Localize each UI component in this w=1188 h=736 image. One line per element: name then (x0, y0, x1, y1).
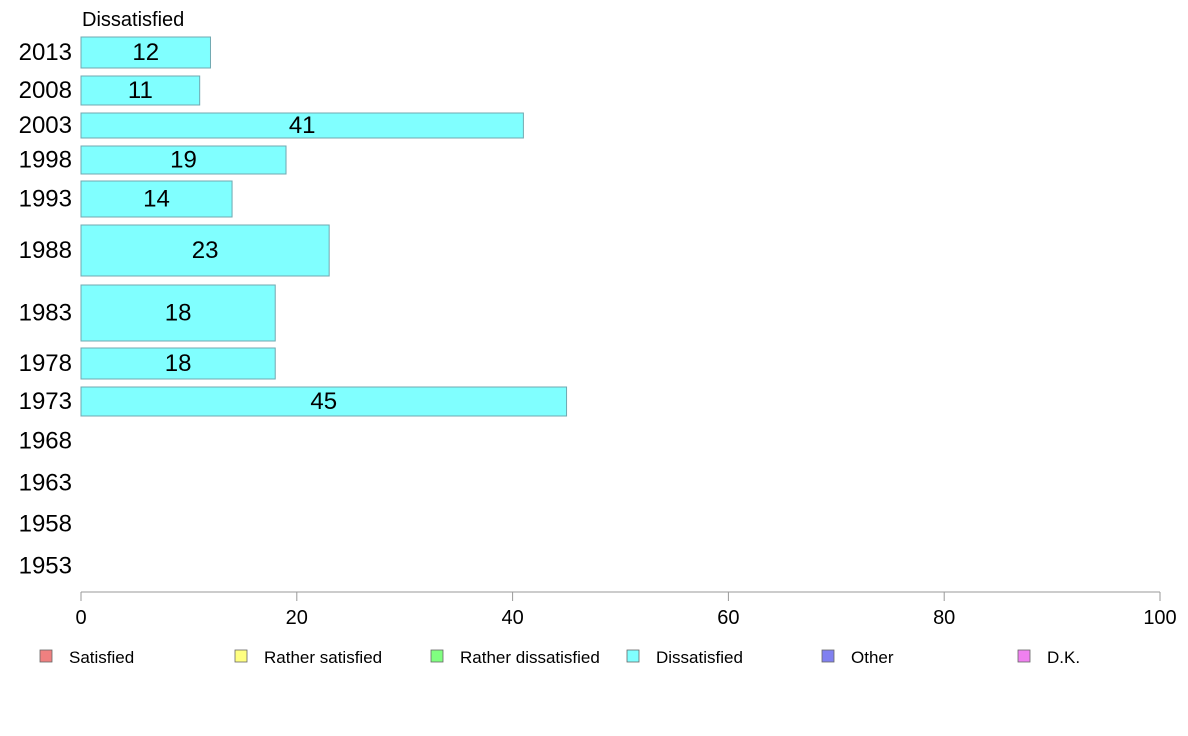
legend-label: Satisfied (69, 648, 134, 667)
category-label: 1968 (19, 428, 72, 455)
bar (80, 180, 233, 218)
bar (80, 75, 201, 106)
bar (80, 224, 330, 277)
category-labels: 2013 2008 2003 1998 1993 1988 1983 1978 1973 1968… (19, 39, 72, 580)
bar (80, 36, 211, 69)
bar (80, 347, 276, 380)
bar-value-label: 12 (132, 39, 159, 66)
category-label: 1998 (19, 147, 72, 174)
legend-label: D.K. (1047, 648, 1080, 667)
bar (80, 284, 276, 342)
bar-value-label: 19 (170, 147, 197, 174)
x-tick-label: 20 (286, 607, 308, 629)
category-label: 1973 (19, 388, 72, 415)
x-tick-label: 60 (717, 607, 739, 629)
legend-swatch (234, 649, 248, 663)
bar-value-label: 11 (128, 77, 153, 104)
category-label: 2008 (19, 77, 72, 104)
category-label: 1993 (19, 186, 72, 213)
category-label: 2013 (19, 39, 72, 66)
bar-value-label: 45 (310, 388, 337, 415)
category-label: 2003 (19, 112, 72, 139)
x-axis-ticks: 0 20 40 60 80 100 (75, 592, 1177, 629)
x-tick-label: 100 (1143, 607, 1176, 629)
legend-label: Rather satisfied (264, 648, 382, 667)
legend-swatch (430, 649, 444, 663)
category-label: 1958 (19, 511, 72, 538)
x-tick-label: 80 (933, 607, 955, 629)
legend: Satisfied Rather satisfied Rather dissatis… (39, 648, 1080, 667)
legend-label: Rather dissatisfied (460, 648, 600, 667)
legend-swatch (1017, 649, 1031, 663)
bar-value-label: 23 (192, 237, 219, 264)
bar (80, 112, 524, 139)
legend-label: Other (851, 648, 894, 667)
category-label: 1988 (19, 237, 72, 264)
legend-swatch (39, 649, 53, 663)
bar-value-label: 14 (143, 186, 170, 213)
bar-value-label: 41 (289, 112, 316, 139)
category-label: 1963 (19, 470, 72, 497)
bar-value-label: 18 (165, 350, 192, 377)
legend-swatch (821, 649, 835, 663)
bar (80, 145, 287, 175)
x-tick-label: 0 (75, 607, 86, 629)
category-label: 1983 (19, 300, 72, 327)
legend-swatch (626, 649, 640, 663)
legend-label: Dissatisfied (656, 648, 743, 667)
category-label: 1953 (19, 553, 72, 580)
bar (80, 386, 568, 417)
category-label: 1978 (19, 350, 72, 377)
chart-title: Dissatisfied (82, 9, 184, 31)
x-tick-label: 40 (501, 607, 523, 629)
bar-value-label: 18 (165, 300, 192, 327)
